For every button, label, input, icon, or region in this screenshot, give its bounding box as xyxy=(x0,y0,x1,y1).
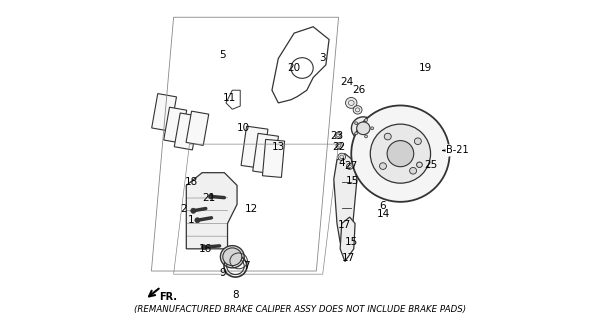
Text: 12: 12 xyxy=(245,204,258,214)
Ellipse shape xyxy=(371,127,374,130)
Ellipse shape xyxy=(384,133,391,140)
Ellipse shape xyxy=(414,138,421,145)
Ellipse shape xyxy=(379,163,386,169)
Circle shape xyxy=(195,218,200,223)
Ellipse shape xyxy=(221,246,244,268)
Text: 9: 9 xyxy=(219,268,226,278)
Text: 18: 18 xyxy=(185,177,198,187)
Ellipse shape xyxy=(365,119,367,122)
Text: 21: 21 xyxy=(202,193,215,203)
Ellipse shape xyxy=(336,143,343,149)
Text: (REMANUFACTURED BRAKE CALIPER ASSY DOES NOT INCLUDE BRAKE PADS): (REMANUFACTURED BRAKE CALIPER ASSY DOES … xyxy=(135,305,466,314)
Text: 20: 20 xyxy=(288,63,300,73)
Text: 23: 23 xyxy=(331,131,344,141)
Polygon shape xyxy=(186,111,209,145)
Ellipse shape xyxy=(370,124,430,183)
Ellipse shape xyxy=(356,122,370,135)
Ellipse shape xyxy=(352,117,375,140)
Polygon shape xyxy=(253,133,278,174)
Ellipse shape xyxy=(346,98,357,108)
Circle shape xyxy=(209,194,213,199)
Text: 15: 15 xyxy=(344,237,358,247)
Text: 11: 11 xyxy=(222,93,236,103)
Ellipse shape xyxy=(355,132,358,135)
Text: 3: 3 xyxy=(319,53,326,63)
Text: 8: 8 xyxy=(232,290,239,300)
Text: 17: 17 xyxy=(341,253,355,263)
Text: 16: 16 xyxy=(199,244,212,254)
Text: FR.: FR. xyxy=(159,292,177,301)
Text: 27: 27 xyxy=(344,161,358,171)
Ellipse shape xyxy=(223,248,242,266)
Text: 5: 5 xyxy=(219,50,226,60)
Polygon shape xyxy=(163,107,187,143)
Text: 1: 1 xyxy=(188,215,194,225)
Text: 13: 13 xyxy=(272,142,285,152)
Text: 4: 4 xyxy=(338,158,345,168)
Ellipse shape xyxy=(353,106,362,114)
Text: 24: 24 xyxy=(340,77,353,87)
Polygon shape xyxy=(340,217,355,261)
Ellipse shape xyxy=(355,122,358,125)
Ellipse shape xyxy=(335,132,341,138)
Polygon shape xyxy=(263,140,285,177)
Polygon shape xyxy=(241,126,268,168)
Text: 26: 26 xyxy=(353,85,366,95)
Text: 22: 22 xyxy=(332,142,345,152)
Text: 2: 2 xyxy=(180,204,186,214)
Text: 6: 6 xyxy=(380,201,386,211)
Text: 7: 7 xyxy=(243,261,250,271)
Circle shape xyxy=(191,208,196,213)
Ellipse shape xyxy=(416,162,423,167)
Text: 25: 25 xyxy=(424,160,437,170)
Text: 14: 14 xyxy=(376,209,389,219)
Ellipse shape xyxy=(387,140,413,167)
Text: 15: 15 xyxy=(346,176,359,186)
Ellipse shape xyxy=(351,106,450,202)
Polygon shape xyxy=(334,154,357,243)
Text: 17: 17 xyxy=(338,220,352,230)
Ellipse shape xyxy=(365,135,367,138)
Polygon shape xyxy=(151,93,177,131)
Polygon shape xyxy=(186,173,237,249)
Circle shape xyxy=(201,245,206,250)
Text: 10: 10 xyxy=(237,123,250,133)
Text: B-21: B-21 xyxy=(447,146,469,156)
Text: 19: 19 xyxy=(419,63,433,73)
Ellipse shape xyxy=(410,167,416,174)
Polygon shape xyxy=(174,113,198,150)
Ellipse shape xyxy=(338,153,346,160)
Ellipse shape xyxy=(347,163,353,169)
